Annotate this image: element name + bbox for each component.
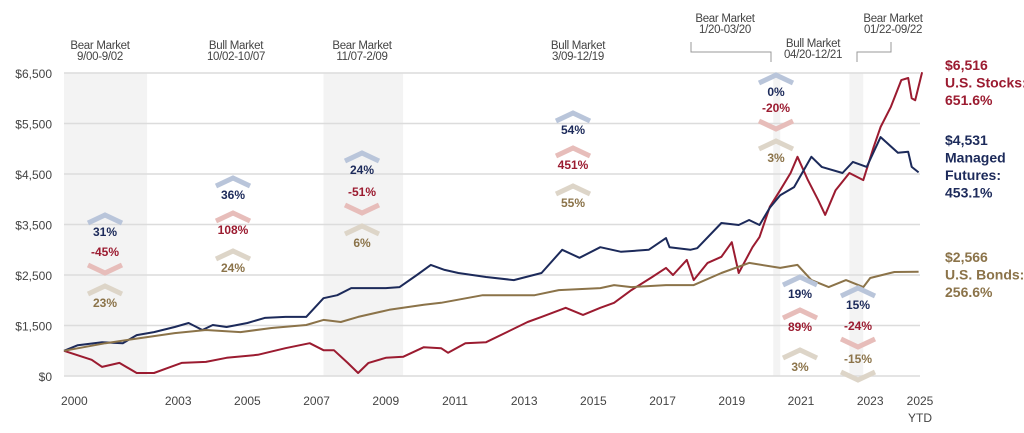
return-value-stocks: -51% [348, 185, 376, 199]
chevron-down-icon [839, 369, 877, 383]
return-value-stocks: 451% [558, 158, 589, 172]
y-tick-label: $6,500 [15, 67, 52, 81]
period-dates-label: 11/07-2/09 [336, 51, 387, 63]
return-value-stocks: -20% [762, 101, 790, 115]
chevron-up-icon [343, 150, 381, 164]
return-value-managed-futures: 36% [221, 188, 245, 202]
x-tick-label: 2025 [907, 394, 934, 408]
leader-line [690, 42, 772, 62]
period-type-label: Bear Market [332, 40, 392, 52]
return-value-managed-futures: 19% [788, 287, 812, 301]
chevron-up-icon [554, 110, 592, 124]
period-dates-label: 10/02-10/07 [207, 51, 265, 63]
chevron-down-icon [86, 262, 124, 276]
return-value-bonds: 3% [767, 151, 785, 165]
chevron-down-icon [757, 118, 795, 132]
return-value-managed-futures: 31% [93, 225, 117, 239]
chevron-up-icon [214, 175, 252, 189]
x-tick-label: 2005 [234, 394, 261, 408]
return-value-bonds: 24% [221, 261, 245, 275]
x-tick-label: 2021 [788, 394, 815, 408]
period-dates-label: 9/00-9/02 [77, 51, 123, 63]
y-tick-label: $1,500 [15, 320, 52, 334]
end-pct-label: 256.6% [945, 284, 993, 300]
period-dates-label: 01/22-09/22 [864, 24, 922, 36]
series-name-label: Managed [945, 150, 1006, 166]
x-tick-label: 2017 [649, 394, 676, 408]
x-tick-label: 2015 [580, 394, 607, 408]
x-tick-label: 2013 [511, 394, 538, 408]
y-tick-label: $2,500 [15, 269, 52, 283]
chevron-down-icon [839, 336, 877, 350]
chevron-up-icon [214, 210, 252, 224]
chevron-up-icon [781, 307, 819, 321]
return-value-stocks: -45% [91, 245, 119, 259]
x-tick-sublabel: YTD [908, 411, 932, 425]
return-value-stocks: 108% [218, 223, 249, 237]
series-name-label: Futures: [945, 167, 1001, 183]
chevron-up-icon [343, 223, 381, 237]
period-type-label: Bear Market [70, 40, 130, 52]
x-tick-label: 2011 [442, 394, 468, 408]
chevron-up-icon [839, 285, 877, 299]
return-value-bonds: 55% [561, 196, 585, 210]
y-tick-label: $3,500 [15, 219, 52, 233]
end-value-label: $6,516 [945, 57, 988, 73]
return-value-stocks: -24% [844, 319, 872, 333]
end-value-label: $2,566 [945, 249, 988, 265]
x-tick-label: 2023 [857, 394, 884, 408]
chevron-up-icon [757, 138, 795, 152]
chevron-up-icon [86, 283, 124, 297]
end-pct-label: 453.1% [945, 185, 993, 201]
period-dates-label: 3/09-12/19 [552, 51, 604, 63]
period-type-label: Bull Market [209, 40, 264, 52]
x-tick-label: 2019 [718, 394, 745, 408]
end-pct-label: 651.6% [945, 92, 993, 108]
return-value-bonds: 6% [353, 236, 371, 250]
period-dates-label: 04/20-12/21 [784, 49, 842, 61]
return-value-bonds: 3% [791, 360, 809, 374]
chevron-up-icon [781, 274, 819, 288]
series-line-managed_futures [63, 136, 920, 352]
return-value-managed-futures: 54% [561, 123, 585, 137]
return-value-managed-futures: 15% [846, 298, 870, 312]
chevron-up-icon [86, 212, 124, 226]
return-value-managed-futures: 0% [767, 85, 785, 99]
series-line-stocks [63, 71, 924, 374]
chevron-up-icon [781, 347, 819, 361]
y-tick-label: $4,500 [15, 168, 52, 182]
return-value-bonds: -15% [844, 352, 872, 366]
end-value-label: $4,531 [945, 132, 988, 148]
y-tick-label: $0 [39, 370, 53, 384]
y-tick-label: $5,500 [15, 118, 52, 132]
leader-line [856, 42, 892, 62]
x-tick-label: 2007 [303, 394, 330, 408]
period-type-label: Bear Market [695, 13, 755, 25]
series-name-label: U.S. Stocks: [945, 75, 1024, 91]
return-value-bonds: 23% [93, 296, 117, 310]
period-type-label: Bear Market [863, 13, 923, 25]
return-value-stocks: 89% [788, 320, 812, 334]
chevron-up-icon [554, 183, 592, 197]
series-name-label: U.S. Bonds: [945, 267, 1024, 283]
period-type-label: Bull Market [786, 38, 841, 50]
chevron-up-icon [554, 145, 592, 159]
chevron-down-icon [343, 202, 381, 216]
period-type-label: Bull Market [551, 40, 606, 52]
chevron-up-icon [214, 248, 252, 262]
chevron-up-icon [757, 72, 795, 86]
x-tick-label: 2003 [165, 394, 192, 408]
return-value-managed-futures: 24% [350, 163, 374, 177]
series-line-bonds [63, 261, 919, 352]
x-tick-label: 2009 [372, 394, 399, 408]
period-dates-label: 1/20-03/20 [699, 24, 751, 36]
x-tick-label: 2000 [61, 394, 88, 408]
